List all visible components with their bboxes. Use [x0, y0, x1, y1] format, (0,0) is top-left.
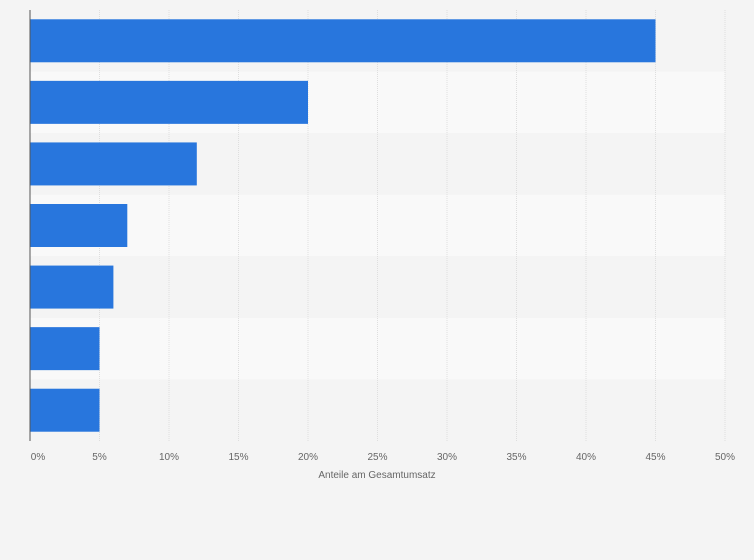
x-axis-title: Anteile am Gesamtumsatz: [318, 470, 435, 481]
x-tick-label: 15%: [228, 452, 248, 463]
x-tick-label: 0%: [31, 452, 46, 463]
x-tick-label: 35%: [506, 452, 526, 463]
bar: [30, 80, 308, 124]
row-band: [30, 194, 725, 257]
bar: [30, 142, 197, 186]
bars: [30, 19, 656, 432]
bar: [30, 204, 128, 247]
x-tick-label: 30%: [437, 452, 457, 463]
x-tick-label: 20%: [298, 452, 318, 463]
bar: [30, 265, 114, 309]
bar: [30, 19, 656, 63]
x-tick-label: 5%: [92, 452, 107, 463]
x-tick-label: 45%: [645, 452, 665, 463]
x-tick-label: 25%: [367, 452, 387, 463]
bar: [30, 327, 100, 371]
x-axis-tick-labels: 0% 5% 10% 15% 20% 25% 30% 35% 40% 45% 50%: [31, 452, 735, 463]
x-tick-label: 10%: [159, 452, 179, 463]
bar: [30, 388, 100, 432]
x-tick-label: 50%: [715, 452, 735, 463]
x-tick-label: 40%: [576, 452, 596, 463]
